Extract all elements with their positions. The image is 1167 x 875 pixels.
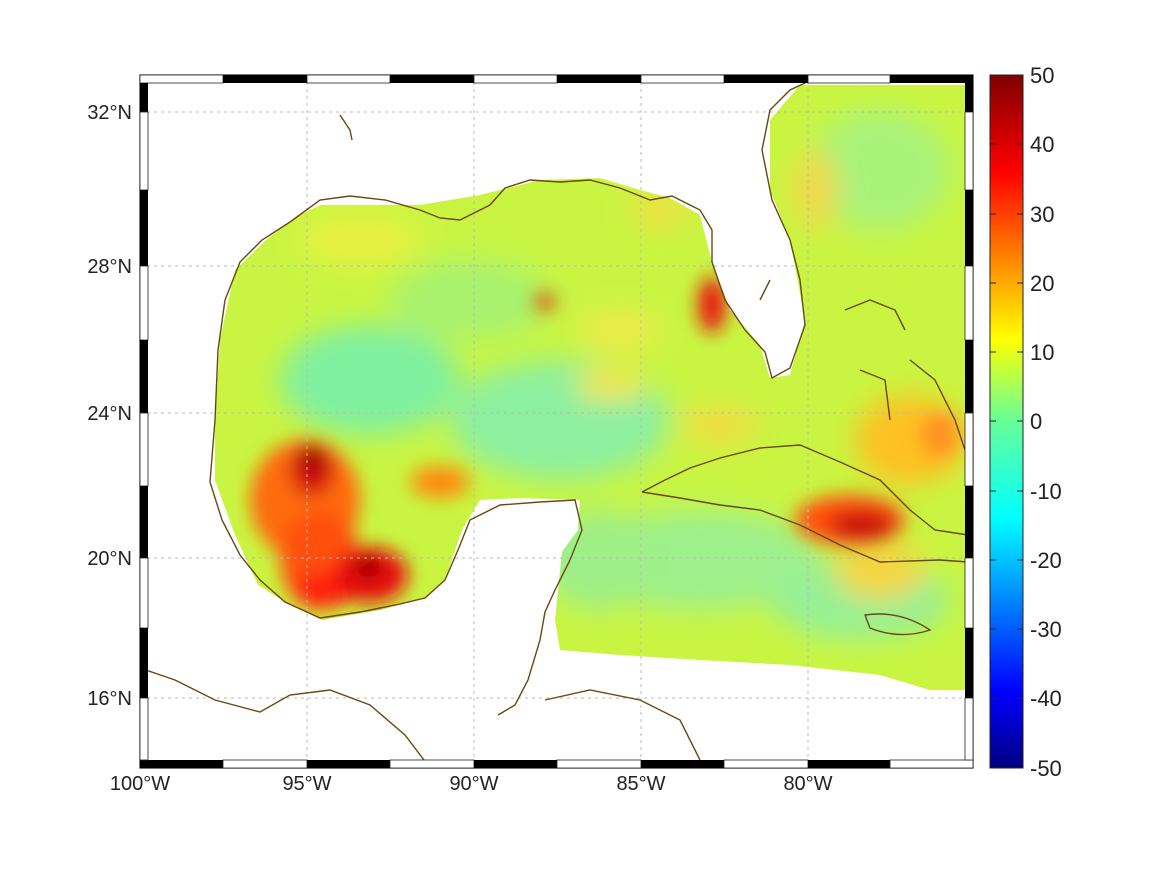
y-tick-label: 20°N	[87, 548, 132, 570]
colorbar-tick-label: -30	[1030, 617, 1062, 642]
y-axis-tick-labels: 32°N 28°N 24°N 20°N 16°N	[87, 102, 132, 710]
colorbar-ticks	[990, 143, 1023, 699]
colorbar-tick-label: 50	[1030, 63, 1054, 88]
colorbar-tick-label: 30	[1030, 202, 1054, 227]
colorbar-tick-label: 40	[1030, 132, 1054, 157]
colorbar-tick-label: -50	[1030, 756, 1062, 781]
x-tick-label: 85°W	[616, 773, 665, 795]
colorbar-tick-label: 0	[1030, 409, 1042, 434]
colorbar-tick-label: -10	[1030, 479, 1062, 504]
colorbar-tick-label: -20	[1030, 548, 1062, 573]
y-tick-label: 28°N	[87, 256, 132, 278]
colorbar: 50 40 30 20 10 0 -10 -20 -30 -40 -50	[989, 63, 1062, 781]
x-axis-tick-labels: 100°W 95°W 90°W 85°W 80°W	[110, 773, 833, 795]
y-tick-label: 32°N	[87, 102, 132, 124]
map-frame-border	[139, 74, 974, 769]
colorbar-tick-label: -40	[1030, 686, 1062, 711]
coastlines	[140, 75, 969, 768]
colorbar-tick-labels: 50 40 30 20 10 0 -10 -20 -30 -40 -50	[1030, 63, 1062, 781]
colorbar-tick-label: 20	[1030, 271, 1054, 296]
x-tick-label: 80°W	[783, 773, 832, 795]
y-tick-label: 24°N	[87, 403, 132, 425]
x-tick-label: 100°W	[110, 773, 170, 795]
x-tick-label: 90°W	[449, 773, 498, 795]
x-tick-label: 95°W	[282, 773, 331, 795]
colorbar-tick-label: 10	[1030, 340, 1054, 365]
map-grid	[140, 75, 973, 768]
y-tick-label: 16°N	[87, 688, 132, 710]
